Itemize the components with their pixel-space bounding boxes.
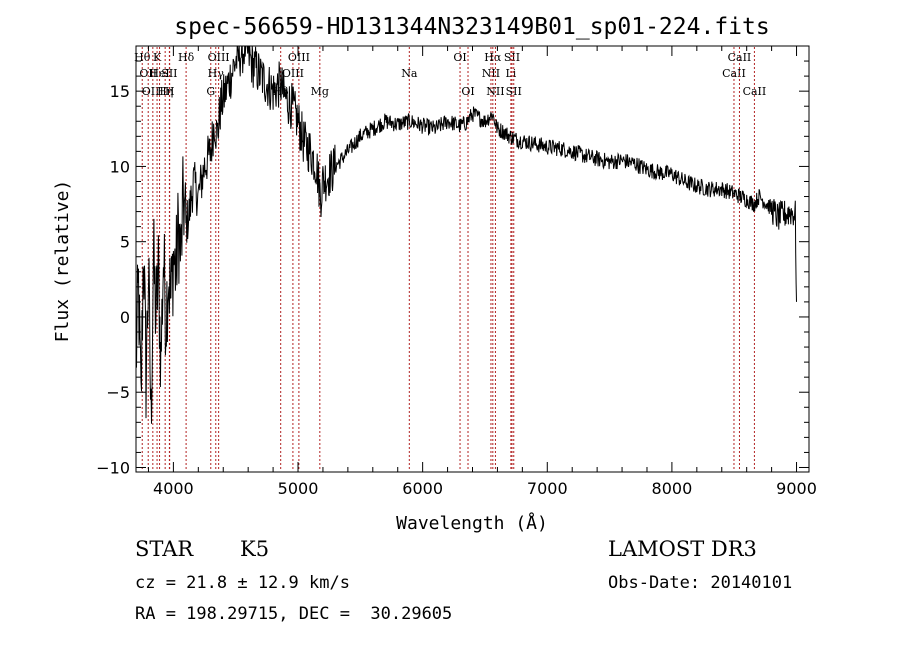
line-label-23: SII bbox=[504, 51, 520, 64]
plot-frame bbox=[135, 45, 810, 473]
line-label-26: CaII bbox=[728, 51, 752, 64]
line-label-16: Na bbox=[401, 67, 418, 80]
y-tick-label-0: −10 bbox=[96, 458, 130, 477]
y-tick-label-4: 10 bbox=[110, 157, 130, 176]
x-axis-label: Wavelength (Å) bbox=[396, 512, 548, 534]
redshift-cz: cz = 21.8 ± 12.9 km/s bbox=[135, 573, 350, 593]
object-type: STAR bbox=[135, 537, 194, 561]
x-tick-label-2: 6000 bbox=[402, 479, 443, 498]
y-tick-label-2: 0 bbox=[120, 308, 130, 327]
y-axis-label: Flux (relative) bbox=[52, 180, 73, 343]
line-label-22: Li bbox=[505, 67, 516, 80]
line-label-24: SII bbox=[506, 85, 522, 98]
x-tick-label-3: 7000 bbox=[527, 479, 568, 498]
observation-date: Obs-Date: 20140101 bbox=[608, 573, 793, 593]
line-label-19: NII bbox=[482, 67, 500, 80]
line-label-10: Hγ bbox=[208, 67, 225, 80]
y-tick-label-3: 5 bbox=[120, 233, 130, 252]
line-label-18: OI bbox=[461, 85, 474, 98]
x-tick-label-0: 4000 bbox=[153, 479, 194, 498]
line-label-27: CaII bbox=[743, 85, 767, 98]
line-label-20: Hα bbox=[484, 51, 502, 64]
line-label-7: H bbox=[165, 85, 175, 98]
line-label-3: K bbox=[153, 51, 162, 64]
x-tick-label-4: 8000 bbox=[652, 479, 693, 498]
emission-line-markers: HθOIIOIIIKHeIHηSIIHHδGHγOIIIHβOIIIOIIIMg… bbox=[134, 47, 766, 471]
x-tick-label-1: 5000 bbox=[278, 479, 319, 498]
line-label-14: OIII bbox=[288, 51, 310, 64]
line-label-17: OI bbox=[453, 51, 466, 64]
line-label-11: OIII bbox=[208, 51, 230, 64]
y-tick-label-1: −5 bbox=[106, 383, 130, 402]
line-label-13: OIII bbox=[282, 67, 304, 80]
y-tick-label-5: 15 bbox=[110, 82, 130, 101]
survey-name: LAMOST DR3 bbox=[608, 537, 757, 561]
line-label-9: G bbox=[206, 85, 215, 98]
line-label-15: Mg bbox=[311, 85, 329, 98]
object-class: K5 bbox=[240, 537, 270, 561]
line-label-6: SII bbox=[161, 67, 177, 80]
ra-dec-coordinates: RA = 198.29715, DEC = 30.29605 bbox=[135, 604, 453, 624]
line-label-2: OIII bbox=[142, 85, 164, 98]
line-label-25: CaII bbox=[722, 67, 746, 80]
line-label-8: Hδ bbox=[178, 51, 195, 64]
line-label-21: NII bbox=[486, 85, 504, 98]
axis-ticks: 4000 5000 6000 7000 8000 9000 −10 −5 0 5 10 15 bbox=[96, 46, 817, 498]
chart-title: spec-56659-HD131344N323149B01_sp01-224.f… bbox=[174, 14, 769, 40]
x-tick-label-5: 9000 bbox=[776, 479, 817, 498]
spectrum-line bbox=[135, 45, 797, 424]
